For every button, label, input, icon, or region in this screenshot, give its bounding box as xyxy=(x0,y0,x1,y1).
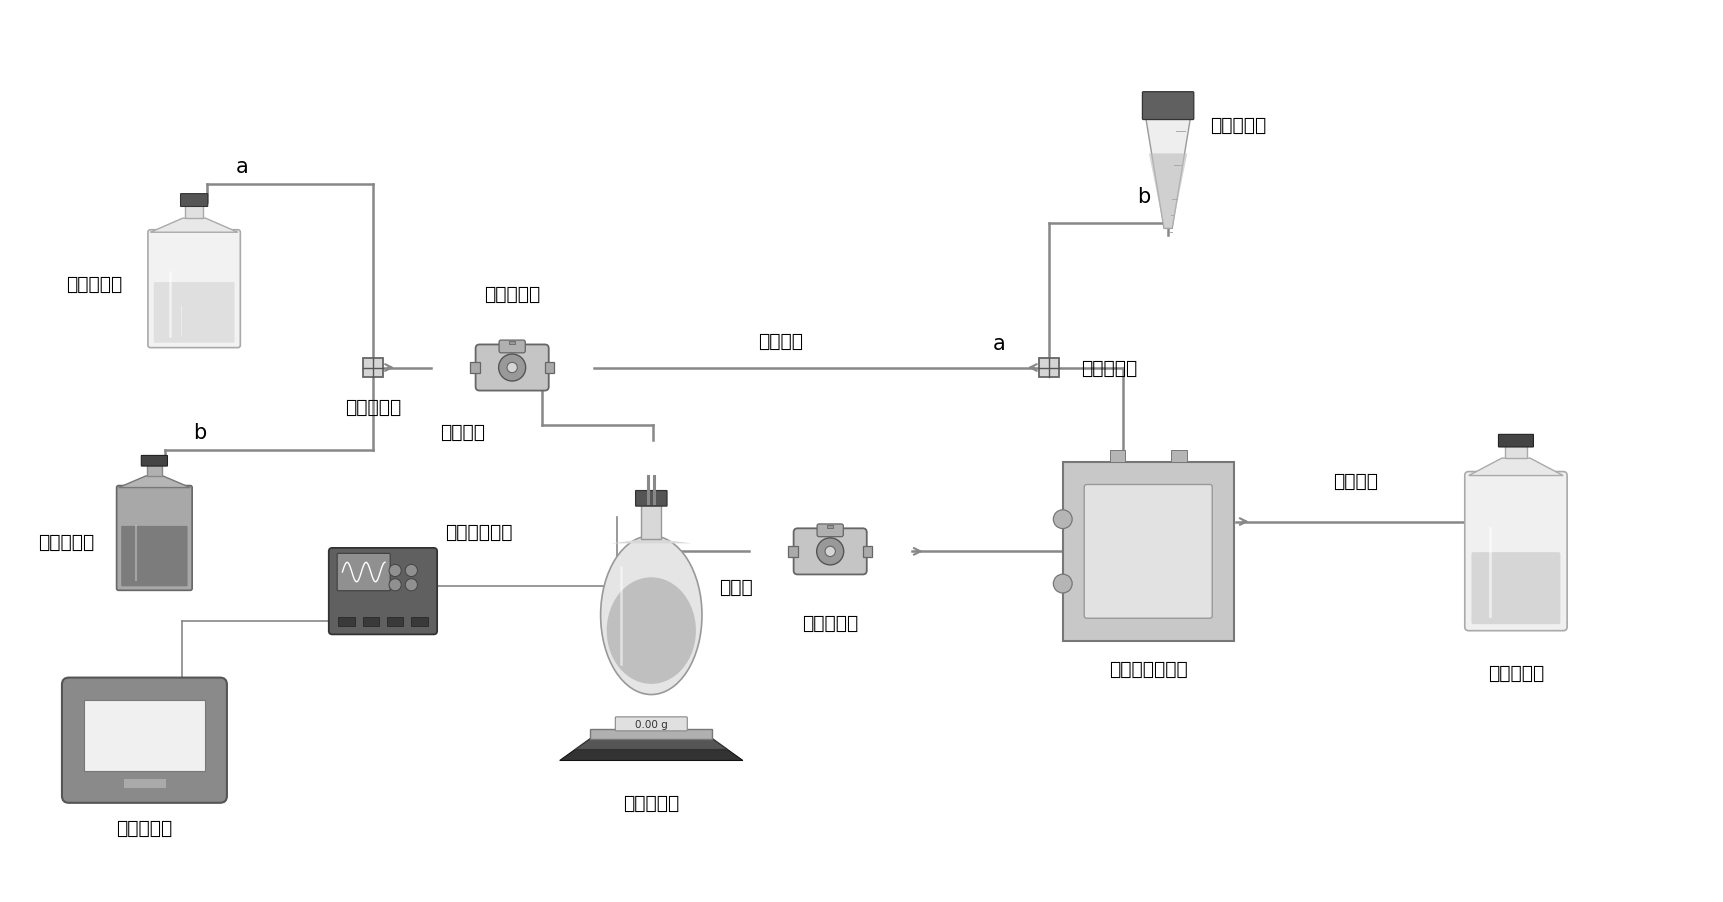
Polygon shape xyxy=(575,739,727,750)
FancyBboxPatch shape xyxy=(1084,485,1213,619)
Text: 第三管道: 第三管道 xyxy=(758,331,803,350)
Polygon shape xyxy=(610,540,693,544)
Bar xyxy=(789,547,798,557)
Text: 操作显示屏: 操作显示屏 xyxy=(117,818,172,837)
Text: b: b xyxy=(193,422,207,443)
Bar xyxy=(362,617,379,626)
FancyBboxPatch shape xyxy=(615,717,687,731)
Text: 第二管道: 第二管道 xyxy=(1334,471,1378,490)
Polygon shape xyxy=(560,750,743,760)
Bar xyxy=(470,363,479,373)
Circle shape xyxy=(825,547,836,557)
Text: 第一蘙动泵: 第一蘙动泵 xyxy=(484,285,541,304)
Bar xyxy=(863,547,872,557)
Circle shape xyxy=(405,579,417,591)
Text: 0.00 g: 0.00 g xyxy=(636,719,669,729)
Bar xyxy=(388,617,403,626)
Text: 第二储液罐: 第二储液罐 xyxy=(38,532,95,551)
FancyBboxPatch shape xyxy=(62,677,227,803)
Text: 样品瓶: 样品瓶 xyxy=(718,577,753,596)
Bar xyxy=(1172,451,1187,463)
FancyBboxPatch shape xyxy=(148,231,239,348)
FancyBboxPatch shape xyxy=(153,282,234,344)
Bar xyxy=(1039,358,1058,378)
FancyBboxPatch shape xyxy=(1142,93,1194,120)
FancyBboxPatch shape xyxy=(181,195,208,207)
Polygon shape xyxy=(1468,458,1563,476)
Bar xyxy=(412,617,427,626)
Bar xyxy=(591,729,712,739)
Circle shape xyxy=(1053,511,1072,529)
Text: 质量感应器: 质量感应器 xyxy=(624,793,679,812)
Bar xyxy=(1110,451,1125,463)
FancyBboxPatch shape xyxy=(794,529,867,575)
Circle shape xyxy=(1053,575,1072,594)
Text: b: b xyxy=(1137,187,1151,207)
FancyBboxPatch shape xyxy=(117,486,193,591)
Bar xyxy=(827,526,832,529)
Polygon shape xyxy=(150,219,238,233)
Bar xyxy=(510,342,515,345)
Text: 第二蘙动泵: 第二蘙动泵 xyxy=(803,613,858,632)
FancyBboxPatch shape xyxy=(338,554,389,591)
FancyBboxPatch shape xyxy=(500,341,526,354)
Bar xyxy=(186,205,203,219)
Polygon shape xyxy=(1149,154,1187,229)
Text: a: a xyxy=(236,157,248,177)
Polygon shape xyxy=(119,476,190,488)
Bar xyxy=(1504,443,1527,458)
FancyBboxPatch shape xyxy=(1465,472,1568,631)
Circle shape xyxy=(498,354,526,382)
Circle shape xyxy=(405,565,417,577)
Text: a: a xyxy=(992,333,1006,354)
Bar xyxy=(364,358,383,378)
Circle shape xyxy=(389,565,401,577)
FancyBboxPatch shape xyxy=(476,345,548,391)
Bar xyxy=(146,465,162,476)
Bar xyxy=(1063,463,1234,641)
FancyBboxPatch shape xyxy=(121,526,188,586)
Text: 第一三通阀: 第一三通阀 xyxy=(345,398,401,417)
FancyBboxPatch shape xyxy=(329,548,438,635)
Bar xyxy=(124,778,165,788)
Text: 样品收集管: 样品收集管 xyxy=(1210,115,1266,134)
FancyBboxPatch shape xyxy=(141,456,167,466)
Bar xyxy=(544,363,553,373)
Circle shape xyxy=(389,579,401,591)
FancyBboxPatch shape xyxy=(817,524,843,537)
Ellipse shape xyxy=(601,536,701,695)
FancyBboxPatch shape xyxy=(1471,553,1561,624)
Polygon shape xyxy=(1146,115,1191,229)
Bar xyxy=(641,502,662,540)
Circle shape xyxy=(817,538,844,566)
Text: 第二三通阀: 第二三通阀 xyxy=(1080,359,1137,378)
Text: 第一储液罐: 第一储液罐 xyxy=(65,274,122,293)
Text: 第一管道: 第一管道 xyxy=(439,423,484,442)
Text: 内毒素检测器: 内毒素检测器 xyxy=(445,523,512,542)
FancyBboxPatch shape xyxy=(1499,435,1533,447)
Bar xyxy=(84,700,205,771)
FancyBboxPatch shape xyxy=(636,491,667,507)
Text: 切向流超滤膜包: 切向流超滤膜包 xyxy=(1110,659,1187,678)
Bar xyxy=(338,617,355,626)
Text: 无菌废液罐: 无菌废液罐 xyxy=(1489,663,1544,682)
Circle shape xyxy=(507,363,517,373)
Ellipse shape xyxy=(606,577,696,684)
